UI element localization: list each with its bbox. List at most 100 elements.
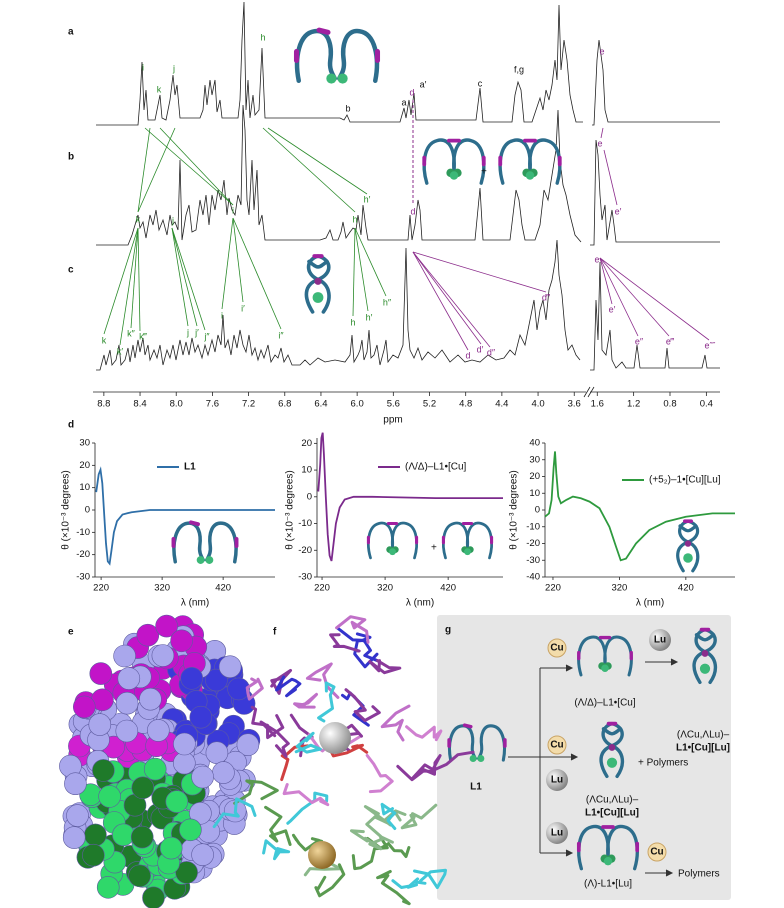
atom (62, 826, 86, 849)
x-tick-label: 320 (377, 583, 393, 594)
atom (175, 861, 198, 884)
y-tick-label: -20 (298, 545, 312, 556)
bond (293, 692, 318, 709)
peak-label: e′ (615, 206, 622, 216)
bond (365, 754, 394, 794)
cartoon-cu-complex (366, 521, 419, 560)
scheme-label: Polymers (678, 869, 720, 880)
bond (305, 662, 340, 699)
bond (391, 877, 427, 889)
scheme-label: L1•[Cu][Lu] (585, 808, 639, 819)
panel-label: a (68, 27, 74, 38)
connector-line (412, 251, 469, 351)
panel-label: f (273, 627, 277, 638)
peak-label: d (409, 87, 414, 97)
panel-label: g (445, 625, 451, 636)
atom (73, 695, 96, 719)
scheme-label: L1•[Cu][Lu] (676, 743, 730, 754)
y-tick-label: -40 (526, 572, 540, 583)
bond (380, 802, 397, 830)
x-tick-label: 420 (678, 583, 694, 594)
bond (275, 675, 302, 698)
peak-label: j′ (194, 327, 199, 337)
cu-ion (547, 735, 567, 755)
bond (292, 833, 324, 852)
y-axis-label: θ (×10⁻³ degrees) (285, 470, 296, 550)
plus-sign: + (431, 543, 437, 554)
bond (335, 615, 370, 644)
peak-label: d′ (477, 344, 484, 354)
legend-label: (+5₂)–1•[Cu][Lu] (649, 475, 721, 486)
peak-label: j (186, 327, 189, 337)
connector-line (144, 127, 234, 206)
peak-label: h′ (366, 312, 373, 322)
peak-label: i (232, 205, 234, 215)
x-tick-label: 320 (611, 583, 627, 594)
peak-label: e⁗ (705, 340, 716, 350)
bond (411, 754, 442, 780)
peak-label: e′ (609, 304, 616, 314)
scheme-box (437, 615, 731, 900)
peak-label: k″ (127, 328, 136, 338)
bond (317, 681, 336, 723)
atom (236, 733, 260, 757)
peak-label: k′ (117, 346, 124, 356)
cu-ion (547, 638, 567, 658)
atom (82, 843, 105, 867)
atom (92, 759, 115, 782)
peak-label: h (350, 317, 355, 327)
x-tick-label: 6.4 (314, 399, 327, 410)
y-tick-label: -20 (526, 538, 540, 549)
connector-line (600, 127, 604, 139)
bond (259, 720, 290, 758)
connector-line (412, 251, 547, 293)
space-filling-model (59, 614, 261, 908)
peak-label: j (171, 215, 174, 225)
atom (151, 644, 175, 667)
connector-line (603, 149, 618, 206)
panel-label: d (68, 420, 74, 431)
peak-label: i′ (241, 303, 245, 313)
cartoon-cu-complex (500, 140, 560, 183)
bond (314, 863, 346, 898)
cartoon-knot (306, 256, 329, 312)
atom (205, 741, 229, 765)
bond (380, 704, 411, 742)
x-axis-label: λ (nm) (636, 598, 664, 609)
y-tick-label: 10 (79, 482, 90, 493)
scheme-label: L1 (470, 782, 482, 793)
bond (245, 677, 264, 701)
x-tick-label: 8.8 (97, 399, 110, 410)
y-tick-label: 10 (301, 465, 312, 476)
connector-line (354, 227, 387, 297)
connector-line (599, 257, 639, 337)
x-tick-label: 420 (215, 583, 231, 594)
peak-label: b (345, 103, 350, 113)
atom (205, 668, 228, 692)
y-tick-label: 30 (529, 454, 540, 465)
lu-ion (649, 629, 671, 651)
cu-ion (647, 842, 667, 862)
x-tick-label: 4.0 (531, 399, 544, 410)
atom (113, 644, 136, 668)
cd-curve (317, 432, 503, 562)
connector-line (221, 217, 234, 310)
x-axis-label: ppm (383, 415, 402, 426)
peak-label: e (599, 46, 604, 56)
bond (413, 868, 447, 890)
scheme-label: (Λ/Δ)–L1•[Cu] (574, 698, 636, 709)
y-axis-label: θ (×10⁻³ degrees) (61, 470, 72, 550)
bond (212, 797, 257, 829)
scheme-arrows (508, 658, 679, 877)
peak-label: e (597, 138, 602, 148)
connector-line (171, 227, 206, 331)
peak-label: k (136, 214, 141, 224)
bond (400, 803, 438, 830)
connector-line (262, 127, 356, 213)
atom (189, 705, 213, 729)
connector-line (119, 227, 139, 346)
bond (329, 633, 361, 653)
connector-line (354, 227, 369, 312)
cartoon-cu-complex (424, 140, 484, 183)
